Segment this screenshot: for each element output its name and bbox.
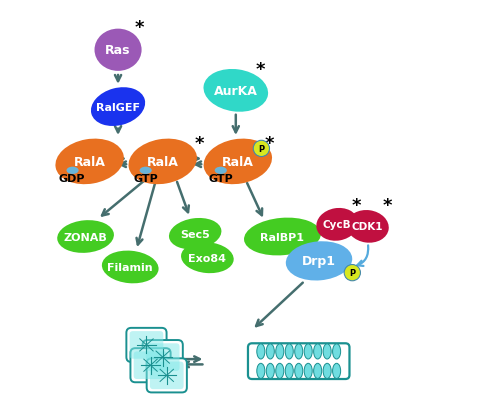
Text: *: * bbox=[194, 135, 204, 153]
Ellipse shape bbox=[286, 242, 352, 281]
Ellipse shape bbox=[276, 363, 284, 379]
Ellipse shape bbox=[316, 209, 358, 241]
Text: AurKA: AurKA bbox=[214, 85, 258, 98]
Circle shape bbox=[344, 265, 360, 281]
Text: RalGEF: RalGEF bbox=[96, 102, 140, 112]
Ellipse shape bbox=[276, 344, 284, 359]
Text: Exo84: Exo84 bbox=[188, 253, 226, 263]
Ellipse shape bbox=[204, 70, 268, 113]
FancyBboxPatch shape bbox=[146, 358, 187, 392]
FancyArrowPatch shape bbox=[358, 246, 368, 266]
FancyBboxPatch shape bbox=[248, 343, 350, 379]
Ellipse shape bbox=[102, 251, 158, 284]
Circle shape bbox=[253, 141, 270, 157]
Text: *: * bbox=[256, 61, 265, 79]
Text: ZONAB: ZONAB bbox=[64, 232, 108, 242]
Ellipse shape bbox=[204, 139, 272, 185]
Ellipse shape bbox=[128, 139, 197, 185]
Ellipse shape bbox=[266, 363, 274, 379]
Ellipse shape bbox=[323, 344, 331, 359]
Text: CDK1: CDK1 bbox=[352, 222, 384, 232]
Ellipse shape bbox=[140, 167, 151, 175]
Ellipse shape bbox=[169, 218, 222, 250]
Ellipse shape bbox=[285, 363, 294, 379]
Text: RalA: RalA bbox=[222, 156, 254, 168]
FancyBboxPatch shape bbox=[142, 340, 183, 374]
Text: GDP: GDP bbox=[59, 174, 86, 184]
Text: RalA: RalA bbox=[147, 156, 178, 168]
Text: CycB: CycB bbox=[323, 220, 352, 230]
FancyBboxPatch shape bbox=[130, 348, 170, 382]
FancyBboxPatch shape bbox=[146, 343, 180, 371]
FancyBboxPatch shape bbox=[134, 352, 168, 379]
Ellipse shape bbox=[304, 344, 312, 359]
Text: Filamin: Filamin bbox=[108, 262, 153, 272]
Ellipse shape bbox=[266, 344, 274, 359]
Text: GTP: GTP bbox=[208, 174, 233, 184]
FancyBboxPatch shape bbox=[130, 331, 164, 359]
Ellipse shape bbox=[257, 344, 265, 359]
Ellipse shape bbox=[285, 344, 294, 359]
Ellipse shape bbox=[314, 344, 322, 359]
Ellipse shape bbox=[294, 344, 302, 359]
FancyBboxPatch shape bbox=[150, 362, 184, 389]
Ellipse shape bbox=[91, 88, 145, 127]
Ellipse shape bbox=[304, 363, 312, 379]
Text: *: * bbox=[352, 197, 361, 215]
Ellipse shape bbox=[94, 30, 142, 72]
Ellipse shape bbox=[56, 139, 124, 185]
Text: *: * bbox=[382, 197, 392, 215]
Text: RalBP1: RalBP1 bbox=[260, 232, 304, 242]
Ellipse shape bbox=[323, 363, 331, 379]
FancyBboxPatch shape bbox=[126, 328, 166, 362]
Ellipse shape bbox=[66, 167, 78, 175]
Ellipse shape bbox=[294, 363, 302, 379]
Ellipse shape bbox=[346, 211, 389, 243]
Text: Drp1: Drp1 bbox=[302, 255, 336, 268]
Text: P: P bbox=[258, 145, 264, 153]
Ellipse shape bbox=[314, 363, 322, 379]
Text: Ras: Ras bbox=[106, 44, 131, 57]
Text: GTP: GTP bbox=[134, 174, 158, 184]
Text: RalA: RalA bbox=[74, 156, 106, 168]
Ellipse shape bbox=[214, 167, 227, 175]
Ellipse shape bbox=[244, 218, 321, 256]
Ellipse shape bbox=[332, 344, 340, 359]
Text: Sec5: Sec5 bbox=[180, 229, 210, 239]
Text: *: * bbox=[135, 19, 144, 37]
Ellipse shape bbox=[181, 243, 234, 273]
Ellipse shape bbox=[332, 363, 340, 379]
Text: *: * bbox=[264, 135, 274, 153]
Ellipse shape bbox=[57, 221, 114, 253]
Ellipse shape bbox=[257, 363, 265, 379]
Text: P: P bbox=[349, 269, 356, 277]
